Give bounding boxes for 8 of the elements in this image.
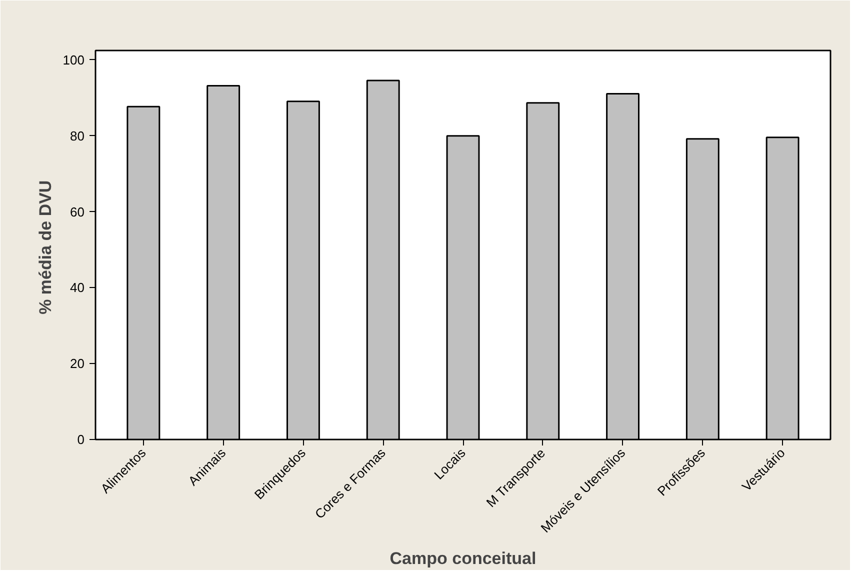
y-tick-label: 40	[70, 280, 85, 296]
y-tick-label: 60	[70, 204, 85, 220]
y-tick-label: 20	[70, 356, 85, 372]
y-tick-label: 80	[70, 128, 85, 144]
y-axis-title: % média de DVU	[36, 180, 55, 314]
y-tick-label: 0	[77, 432, 85, 447]
y-tick-label: 100	[62, 52, 85, 68]
x-axis-title: Campo conceitual	[390, 548, 536, 568]
